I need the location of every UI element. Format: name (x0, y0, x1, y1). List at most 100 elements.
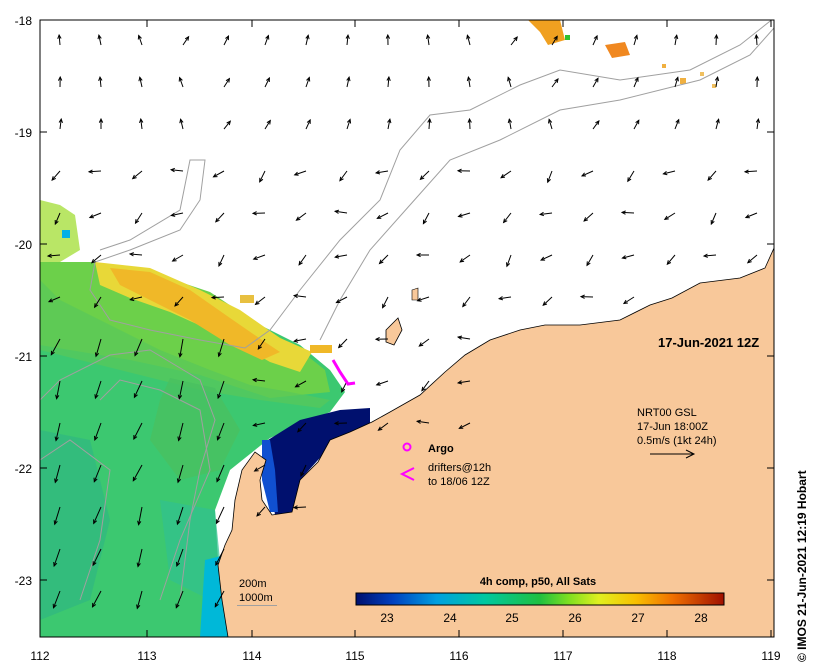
current-arrow-head (128, 252, 134, 257)
current-arrow (294, 295, 307, 298)
current-arrow (419, 338, 430, 347)
current-arrow (551, 78, 559, 88)
current-arrow (55, 422, 61, 441)
colorbar-tick: 26 (568, 611, 582, 625)
current-arrow (427, 35, 430, 46)
current-arrow (53, 590, 61, 608)
current-arrow (214, 590, 225, 607)
current-arrow-head (170, 212, 176, 217)
current-arrow (223, 78, 230, 88)
current-arrow-head (386, 75, 391, 81)
current-arrow-head (252, 255, 258, 260)
current-arrow-head (456, 168, 462, 174)
current-model-label: NRT00 GSL (637, 407, 697, 419)
colorbar-tick: 24 (443, 611, 457, 625)
current-arrow-head (346, 76, 351, 82)
current-arrow (335, 254, 348, 258)
lon-tick-label: 118 (657, 649, 676, 663)
current-arrow-head (593, 34, 598, 40)
current-arrow-head (466, 75, 472, 82)
current-arrow (54, 506, 61, 525)
current-arrow (583, 212, 594, 222)
drifter-icon (399, 467, 415, 481)
current-arrow (633, 120, 640, 130)
current-arrow (462, 296, 471, 307)
current-arrow-head (467, 117, 472, 123)
current-arrow-head (98, 75, 103, 81)
current-arrow (715, 34, 717, 46)
current-arrow-head (257, 344, 262, 350)
lon-tick-label: 117 (553, 649, 572, 663)
current-arrow (92, 590, 102, 608)
current-arrow-head (212, 173, 218, 178)
current-arrow (592, 78, 599, 88)
current-arrow-head (333, 421, 339, 426)
current-arrow-head (306, 118, 311, 124)
current-arrow (305, 119, 311, 130)
current-arrow (506, 254, 512, 267)
current-vectors (46, 33, 761, 610)
current-arrow-head (138, 76, 143, 82)
current-arrow (135, 212, 143, 224)
lon-axis-labels: 112 113 114 115 116 117 118 119 (30, 649, 780, 663)
current-arrow-head (53, 561, 58, 568)
current-arrow (346, 119, 351, 130)
current-arrow (257, 338, 266, 350)
current-arrow-head (58, 117, 63, 124)
current-arrow-head (91, 602, 97, 608)
current-arrow (622, 254, 635, 259)
current-arrow-head (341, 387, 346, 393)
current-arrow (129, 253, 143, 256)
current-arrow (137, 548, 143, 567)
axis-ticks (39, 19, 774, 637)
current-arrow (223, 35, 229, 46)
current-arrow-head (502, 218, 508, 224)
current-arrow (627, 170, 635, 182)
current-arrow-head (176, 561, 181, 567)
current-arrow (466, 35, 471, 46)
current-arrow (179, 338, 184, 357)
current-arrow (180, 119, 184, 130)
current-arrow (747, 254, 758, 264)
current-arrow (54, 464, 61, 483)
current-arrow (133, 422, 143, 440)
current-arrow-head (265, 76, 270, 83)
current-arrow-head (377, 426, 383, 431)
current-arrow-head (635, 119, 640, 125)
current-arrow (99, 77, 102, 88)
lon-tick-label: 115 (345, 649, 364, 663)
current-arrow (296, 212, 307, 221)
current-arrow-head (710, 219, 715, 226)
current-arrow (469, 118, 471, 130)
current-time-label: 17-Jun 18:00Z (637, 421, 708, 433)
current-arrow-head (259, 177, 264, 183)
current-arrow (674, 35, 678, 46)
current-arrow-head (755, 117, 761, 124)
current-arrow (592, 120, 600, 130)
current-arrow (346, 35, 349, 46)
current-arrow (218, 254, 225, 267)
current-arrow-head (421, 386, 426, 392)
date-stamp: 17-Jun-2021 12Z (658, 335, 759, 350)
current-arrow-head (548, 118, 553, 124)
current-arrow-head (131, 174, 137, 180)
current-arrow-head (225, 77, 231, 83)
current-arrow-head (52, 603, 57, 609)
current-arrow-head (675, 118, 680, 124)
current-arrow-head (419, 175, 425, 181)
current-arrow (458, 336, 471, 340)
current-arrow (255, 296, 266, 305)
current-arrow (174, 296, 184, 307)
current-arrow (338, 338, 348, 348)
colorbar-tick: 28 (694, 611, 708, 625)
current-arrow (253, 422, 266, 426)
current-arrow-head (415, 252, 421, 258)
current-arrow-head (387, 118, 392, 124)
current-arrow-head (295, 216, 301, 221)
current-arrow (707, 170, 717, 181)
current-arrow (51, 170, 61, 181)
current-arrow-head (298, 260, 303, 266)
current-arrow-head (55, 394, 60, 400)
current-arrow-head (457, 213, 463, 218)
current-arrow-head (265, 34, 270, 40)
